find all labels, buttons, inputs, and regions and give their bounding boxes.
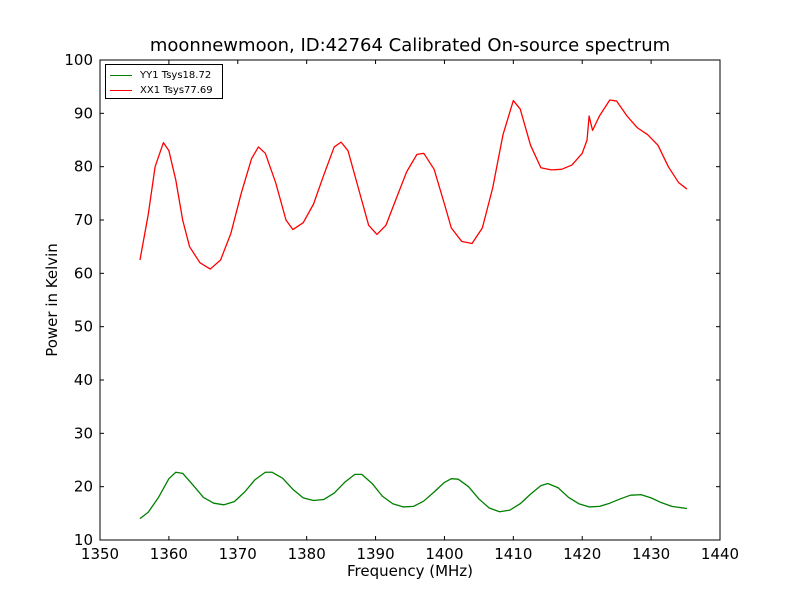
y-tick-label: 10 (74, 531, 93, 549)
x-tick-label: 1400 (425, 545, 463, 563)
x-tick-label: 1380 (288, 545, 326, 563)
x-tick-label: 1420 (563, 545, 601, 563)
chart-title: moonnewmoon, ID:42764 Calibrated On-sour… (149, 35, 671, 56)
legend-item-xx1: XX1 Tsys77.69 (110, 83, 213, 97)
y-tick-label: 90 (74, 104, 93, 122)
y-tick-label: 20 (74, 478, 93, 496)
y-axis-label: Power in Kelvin (43, 243, 61, 357)
x-tick-label: 1350 (81, 545, 119, 563)
x-tick-label: 1430 (632, 545, 670, 563)
series-line-yy1 (139, 471, 688, 520)
plot-frame (99, 59, 721, 541)
series-line-xx1 (139, 99, 688, 270)
y-tick-label: 50 (74, 318, 93, 336)
legend-item-yy1: YY1 Tsys18.72 (110, 68, 211, 82)
y-tick-label: 60 (74, 264, 93, 282)
legend: YY1 Tsys18.72 XX1 Tsys77.69 (105, 64, 223, 99)
y-tick-label: 70 (74, 211, 93, 229)
y-tick-label: 100 (64, 51, 93, 69)
legend-label-xx1: XX1 Tsys77.69 (140, 84, 213, 96)
x-tick-label: 1440 (701, 545, 739, 563)
legend-swatch-xx1 (110, 89, 132, 91)
x-tick-label: 1360 (150, 545, 188, 563)
x-tick-label: 1370 (219, 545, 257, 563)
legend-label-yy1: YY1 Tsys18.72 (140, 69, 212, 81)
x-tick-label: 1410 (494, 545, 532, 563)
y-tick-label: 80 (74, 158, 93, 176)
y-tick-label: 40 (74, 371, 93, 389)
x-tick-label: 1390 (356, 545, 394, 563)
x-axis-label: Frequency (MHz) (346, 562, 474, 580)
y-tick-label: 30 (74, 424, 93, 442)
legend-swatch-yy1 (110, 74, 132, 76)
